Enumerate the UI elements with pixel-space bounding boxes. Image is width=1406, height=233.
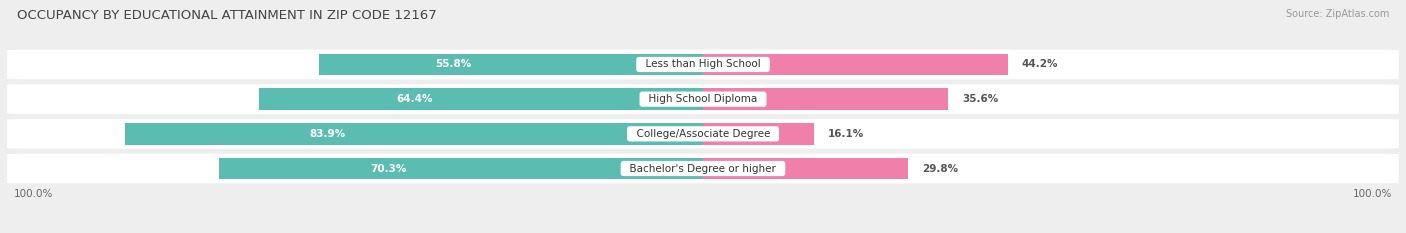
Text: OCCUPANCY BY EDUCATIONAL ATTAINMENT IN ZIP CODE 12167: OCCUPANCY BY EDUCATIONAL ATTAINMENT IN Z… [17,9,437,22]
Bar [219,158,703,179]
Bar [703,54,1008,75]
FancyBboxPatch shape [7,119,1399,149]
Text: College/Associate Degree: College/Associate Degree [630,129,776,139]
Bar [125,123,703,145]
Text: 55.8%: 55.8% [434,59,471,69]
FancyBboxPatch shape [7,154,1399,183]
FancyBboxPatch shape [7,84,1399,114]
Text: 100.0%: 100.0% [14,189,53,199]
Text: 35.6%: 35.6% [962,94,998,104]
Bar [319,54,703,75]
Bar [703,158,908,179]
Bar [259,88,703,110]
Text: 64.4%: 64.4% [396,94,433,104]
Text: Bachelor's Degree or higher: Bachelor's Degree or higher [623,164,783,174]
Text: 70.3%: 70.3% [370,164,406,174]
FancyBboxPatch shape [7,50,1399,79]
Text: 83.9%: 83.9% [309,129,346,139]
Text: High School Diploma: High School Diploma [643,94,763,104]
Text: 16.1%: 16.1% [828,129,863,139]
Bar [703,88,948,110]
Text: Source: ZipAtlas.com: Source: ZipAtlas.com [1285,9,1389,19]
Text: 29.8%: 29.8% [922,164,959,174]
Text: Less than High School: Less than High School [638,59,768,69]
Text: 44.2%: 44.2% [1021,59,1057,69]
Text: 100.0%: 100.0% [1353,189,1392,199]
Bar [703,123,814,145]
